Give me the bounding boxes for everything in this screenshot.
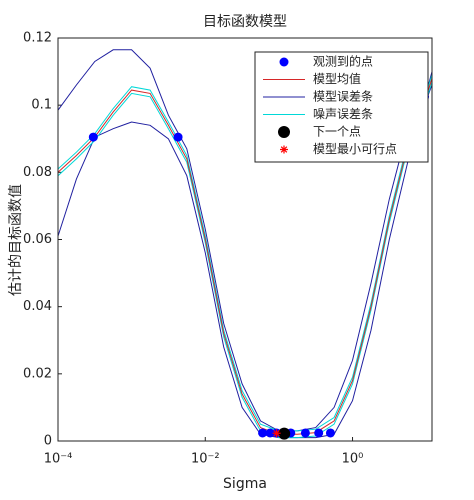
plot-area xyxy=(57,37,433,442)
y-tick-label: 0.12 xyxy=(23,31,52,46)
y-tick-label: 0.08 xyxy=(23,165,52,180)
star-marker xyxy=(280,145,288,154)
legend-label: 噪声误差条 xyxy=(313,107,373,121)
y-tick-label: 0.02 xyxy=(23,366,52,381)
legend-swatch xyxy=(278,126,290,138)
point xyxy=(278,427,291,440)
point xyxy=(88,132,98,142)
x-tick-label: 10⁻⁴ xyxy=(44,452,73,467)
x-tick-label: 10⁻² xyxy=(191,452,220,467)
legend-box xyxy=(254,51,429,163)
error-bar-lower xyxy=(57,84,433,439)
star-marker xyxy=(272,429,281,438)
error-bar-upper xyxy=(57,74,433,432)
error-bar-upper xyxy=(57,49,433,432)
chart-title: 目标函数模型 xyxy=(203,14,287,30)
point xyxy=(173,132,183,142)
legend-label: 观测到的点 xyxy=(313,54,373,69)
legend-label: 下一个点 xyxy=(313,125,361,139)
point xyxy=(265,428,275,438)
y-tick-label: 0 xyxy=(44,434,52,449)
point xyxy=(300,428,310,438)
legend-label: 模型误差条 xyxy=(313,90,373,104)
point xyxy=(314,428,324,438)
legend-label: 模型均值 xyxy=(313,71,361,86)
y-tick-label: 0.06 xyxy=(23,232,52,247)
axes-box xyxy=(57,37,433,442)
mean-line xyxy=(57,78,433,435)
legend-swatch xyxy=(279,57,289,67)
x-axis-label: Sigma xyxy=(223,476,267,492)
point xyxy=(258,428,268,438)
legend-label: 模型最小可行点 xyxy=(313,142,397,156)
point xyxy=(325,428,335,438)
x-tick-label: 10⁰ xyxy=(342,452,364,467)
y-axis-label: 估计的目标函数值 xyxy=(8,184,24,296)
y-tick-label: 0.04 xyxy=(23,299,52,314)
error-bar-lower xyxy=(57,81,433,439)
y-tick-label: 0.1 xyxy=(31,98,52,113)
